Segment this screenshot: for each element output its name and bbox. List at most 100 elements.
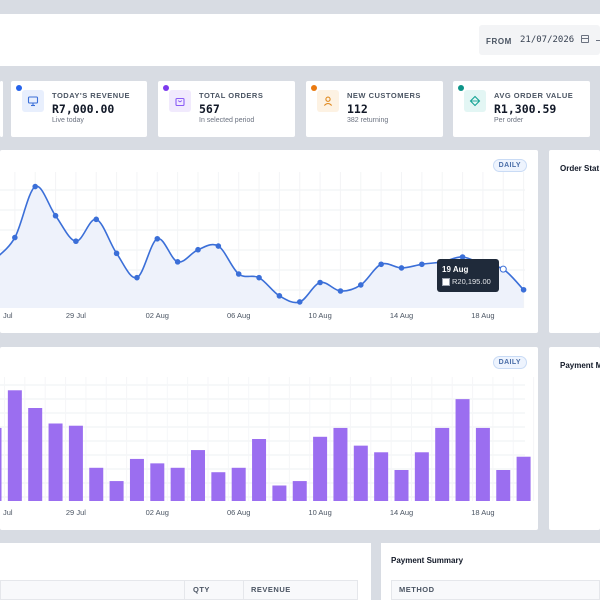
orders-bar[interactable] bbox=[7, 390, 22, 501]
orders-bar[interactable] bbox=[435, 427, 450, 501]
orders-bar[interactable] bbox=[292, 481, 307, 501]
kpi-label: TODAY'S REVENUE bbox=[52, 91, 131, 100]
kpi-subtext: In selected period bbox=[199, 117, 255, 124]
x-tick-label: 06 Aug bbox=[227, 311, 250, 320]
calendar-icon[interactable] bbox=[581, 35, 589, 43]
revenue-area-fill bbox=[0, 186, 524, 308]
revenue-data-point[interactable] bbox=[499, 265, 507, 273]
revenue-data-point[interactable] bbox=[419, 261, 425, 268]
x-tick-label: Jul bbox=[3, 311, 13, 320]
tooltip-series-swatch bbox=[442, 278, 450, 286]
kpi-card-new-customers[interactable]: NEW CUSTOMERS 112 382 returning bbox=[306, 81, 443, 137]
orders-bar[interactable] bbox=[211, 472, 226, 501]
orders-bar[interactable] bbox=[129, 458, 144, 501]
date-range-dash bbox=[596, 40, 600, 41]
from-date-field[interactable] bbox=[479, 25, 600, 55]
kpi-value: R1,300.59 bbox=[494, 102, 557, 116]
revenue-data-point[interactable] bbox=[12, 234, 18, 241]
x-tick-label: 10 Aug bbox=[308, 311, 331, 320]
orders-bar[interactable] bbox=[109, 481, 124, 501]
x-tick-label: 18 Aug bbox=[471, 508, 494, 517]
orders-bar[interactable] bbox=[231, 467, 246, 501]
orders-bar[interactable] bbox=[191, 450, 205, 501]
daily-badge[interactable]: DAILY bbox=[492, 356, 527, 369]
orders-bar[interactable] bbox=[333, 427, 348, 501]
column-header-qty[interactable]: QTY bbox=[193, 585, 210, 594]
from-date-value[interactable]: 21/07/2026 bbox=[520, 35, 575, 45]
orders-bar[interactable] bbox=[394, 470, 409, 501]
orders-bar[interactable] bbox=[313, 436, 328, 501]
x-tick-label: 06 Aug bbox=[227, 508, 250, 517]
revenue-data-point[interactable] bbox=[154, 235, 161, 242]
revenue-data-point[interactable] bbox=[134, 274, 140, 281]
monitor-icon bbox=[22, 90, 44, 112]
orders-bar[interactable] bbox=[496, 470, 511, 501]
x-tick-label: 29 Jul bbox=[66, 311, 86, 320]
revenue-data-point[interactable] bbox=[317, 279, 323, 286]
kpi-card-total-orders[interactable]: TOTAL ORDERS 567 In selected period bbox=[158, 81, 295, 137]
panel-title: Payment M bbox=[560, 361, 600, 370]
orders-bar[interactable] bbox=[170, 467, 185, 501]
orders-bar[interactable] bbox=[374, 452, 389, 501]
x-tick-label: 14 Aug bbox=[390, 508, 413, 517]
x-tick-label: Jul bbox=[3, 508, 13, 517]
revenue-data-point[interactable] bbox=[174, 259, 181, 265]
kpi-subtext: Live today bbox=[52, 117, 84, 124]
status-dot bbox=[311, 85, 317, 91]
revenue-data-point[interactable] bbox=[32, 183, 39, 190]
daily-badge[interactable]: DAILY bbox=[492, 159, 527, 172]
orders-bar[interactable] bbox=[68, 425, 83, 501]
orders-bar[interactable] bbox=[252, 439, 267, 501]
orders-bar[interactable] bbox=[150, 463, 165, 501]
revenue-data-point[interactable] bbox=[52, 212, 59, 219]
revenue-data-point[interactable] bbox=[378, 261, 384, 268]
revenue-data-point[interactable] bbox=[73, 238, 79, 245]
revenue-data-point[interactable] bbox=[337, 288, 344, 294]
x-tick-label: 14 Aug bbox=[390, 311, 413, 320]
kpi-card-todays-revenue[interactable]: TODAY'S REVENUE R7,000.00 Live today bbox=[11, 81, 147, 137]
kpi-value: R7,000.00 bbox=[52, 102, 115, 116]
orders-bar[interactable] bbox=[48, 423, 63, 502]
tooltip-date: 19 Aug bbox=[442, 265, 469, 274]
column-divider bbox=[243, 580, 244, 600]
revenue-data-point[interactable] bbox=[358, 282, 364, 288]
kpi-value: 567 bbox=[199, 102, 220, 116]
status-dot bbox=[163, 85, 169, 91]
column-header-revenue[interactable]: REVENUE bbox=[251, 585, 291, 594]
orders-bar[interactable] bbox=[475, 427, 490, 501]
orders-bar-chart: Jul 29 Jul 02 Aug 06 Aug 10 Aug 14 Aug 18 Aug bbox=[0, 377, 535, 517]
kpi-value: 112 bbox=[347, 102, 368, 116]
diamond-icon bbox=[464, 90, 486, 112]
orders-bar[interactable] bbox=[455, 399, 470, 501]
user-icon bbox=[317, 90, 339, 112]
x-tick-label: 10 Aug bbox=[308, 508, 331, 517]
orders-bar[interactable] bbox=[353, 445, 368, 501]
column-header-method[interactable]: METHOD bbox=[399, 585, 435, 594]
revenue-data-point[interactable] bbox=[93, 216, 100, 223]
order-status-panel: Order Stat bbox=[549, 150, 600, 333]
revenue-data-point[interactable] bbox=[296, 299, 303, 305]
orders-bar[interactable] bbox=[28, 408, 43, 501]
column-divider bbox=[184, 580, 185, 600]
orders-bar[interactable] bbox=[0, 427, 2, 501]
revenue-data-point[interactable] bbox=[235, 271, 242, 277]
revenue-data-point[interactable] bbox=[520, 286, 527, 293]
kpi-card-avg-order-value[interactable]: AVG ORDER VALUE R1,300.59 Per order bbox=[453, 81, 590, 137]
orders-bar[interactable] bbox=[89, 467, 104, 501]
orders-bar[interactable] bbox=[414, 452, 429, 501]
revenue-data-point[interactable] bbox=[398, 265, 405, 271]
revenue-data-point[interactable] bbox=[195, 246, 201, 253]
orders-bar[interactable] bbox=[272, 485, 287, 502]
tooltip-value: R20,195.00 bbox=[452, 277, 491, 286]
kpi-label: AVG ORDER VALUE bbox=[494, 91, 574, 100]
from-label: FROM bbox=[486, 37, 512, 46]
x-tick-label: 02 Aug bbox=[146, 508, 169, 517]
kpi-subtext: Per order bbox=[494, 117, 524, 124]
x-tick-label: 02 Aug bbox=[146, 311, 169, 320]
revenue-data-point[interactable] bbox=[113, 250, 120, 257]
revenue-data-point[interactable] bbox=[276, 293, 283, 299]
orders-bar[interactable] bbox=[516, 456, 531, 501]
revenue-data-point[interactable] bbox=[256, 274, 262, 281]
revenue-data-point[interactable] bbox=[215, 243, 222, 249]
status-dot bbox=[16, 85, 22, 91]
